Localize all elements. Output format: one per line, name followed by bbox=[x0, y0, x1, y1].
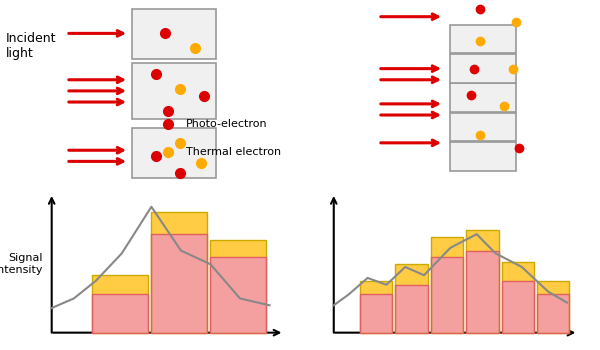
Bar bbox=[395, 264, 428, 332]
Text: Incident
light: Incident light bbox=[6, 33, 56, 60]
Bar bbox=[537, 281, 569, 332]
Bar bbox=[502, 281, 534, 332]
Bar bbox=[92, 294, 148, 332]
Bar bbox=[92, 294, 148, 332]
Bar bbox=[151, 234, 207, 332]
Bar bbox=[502, 261, 534, 332]
Text: Photo-electron: Photo-electron bbox=[186, 119, 268, 129]
Bar bbox=[132, 128, 216, 178]
Bar bbox=[502, 261, 534, 332]
Bar bbox=[360, 294, 392, 332]
Bar bbox=[211, 257, 266, 332]
Bar bbox=[211, 240, 266, 332]
Bar bbox=[466, 251, 499, 332]
Bar bbox=[360, 281, 392, 332]
Text: Signal
intensity: Signal intensity bbox=[0, 253, 43, 275]
Bar bbox=[450, 54, 516, 83]
Bar bbox=[537, 281, 569, 332]
Bar bbox=[431, 237, 463, 332]
Bar bbox=[151, 212, 207, 332]
Bar bbox=[431, 237, 463, 332]
Bar bbox=[151, 212, 207, 332]
Bar bbox=[395, 285, 428, 332]
Bar bbox=[211, 257, 266, 332]
Bar bbox=[450, 113, 516, 141]
Bar bbox=[151, 234, 207, 332]
Bar bbox=[431, 257, 463, 332]
Bar bbox=[450, 142, 516, 171]
Bar bbox=[395, 264, 428, 332]
Bar bbox=[92, 275, 148, 332]
Bar bbox=[537, 294, 569, 332]
Bar bbox=[395, 285, 428, 332]
Bar bbox=[450, 25, 516, 54]
Bar bbox=[211, 240, 266, 332]
Bar bbox=[502, 281, 534, 332]
Bar bbox=[537, 294, 569, 332]
Bar bbox=[360, 294, 392, 332]
Bar bbox=[466, 230, 499, 332]
Bar bbox=[92, 275, 148, 332]
Bar bbox=[450, 84, 516, 112]
Bar bbox=[466, 230, 499, 332]
Bar bbox=[466, 251, 499, 332]
Bar bbox=[431, 257, 463, 332]
Bar bbox=[360, 281, 392, 332]
Bar bbox=[132, 9, 216, 60]
Bar bbox=[132, 63, 216, 119]
Text: Thermal electron: Thermal electron bbox=[186, 147, 281, 157]
